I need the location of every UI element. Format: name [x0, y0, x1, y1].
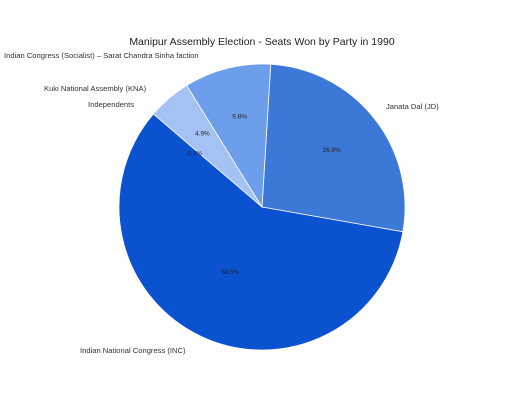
slice-callout-label: Indian National Congress (INC) [80, 346, 186, 355]
slice-percent-label: 58.5% [221, 269, 239, 276]
pie-slice [261, 63, 406, 233]
slice-callout-labels: Janata Dal (JD) Indian National Congress … [4, 51, 439, 355]
chart-title: Manipur Assembly Election - Seats Won by… [129, 36, 395, 48]
slice-percent-labels: 26.8% 58.5% 0.0% 4.9% 9.8% [187, 113, 341, 276]
pie-slices [118, 63, 406, 351]
slice-callout-label: Indian Congress (Socialist) – Sarat Chan… [4, 51, 199, 60]
slice-percent-label: 26.8% [323, 147, 341, 154]
slice-percent-label: 9.8% [232, 113, 247, 120]
slice-callout-label: Janata Dal (JD) [386, 102, 439, 111]
pie-slice [118, 113, 404, 351]
pie-slice [186, 63, 272, 209]
slice-percent-label: 4.9% [195, 131, 210, 138]
slice-callout-label: Kuki National Assembly (KNA) [44, 84, 147, 93]
slice-callout-label: Independents [88, 100, 134, 109]
slice-percent-label: 0.0% [187, 150, 202, 157]
